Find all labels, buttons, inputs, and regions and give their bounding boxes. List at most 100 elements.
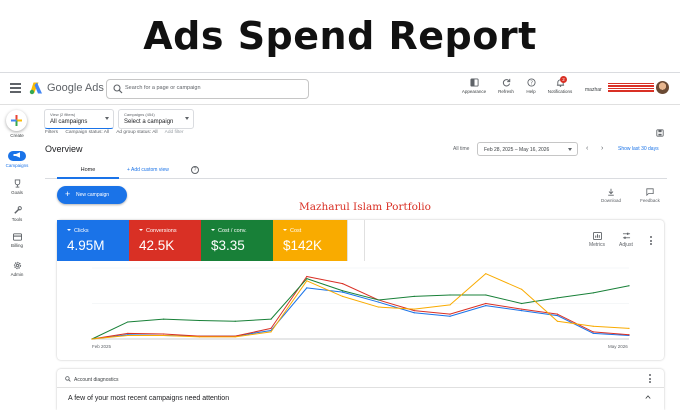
rail-item-goals[interactable]: Goals	[0, 179, 34, 195]
data-point	[628, 334, 630, 336]
portfolio-watermark-text: Mazharul Islam Portfolio	[299, 201, 431, 213]
metrics-icon	[592, 232, 602, 240]
data-point	[521, 288, 523, 290]
wrench-icon	[13, 206, 22, 214]
rail-item-campaigns[interactable]: Campaigns	[0, 151, 34, 168]
help-label: Help	[526, 89, 536, 94]
data-point	[270, 318, 272, 320]
metrics-button[interactable]: Metrics	[584, 232, 610, 248]
search-input[interactable]: Search for a page or campaign	[125, 85, 201, 91]
new-campaign-label: New campaign	[76, 192, 110, 198]
view-picker-value: All campaigns	[50, 119, 88, 125]
data-point	[449, 304, 451, 306]
data-point	[306, 278, 308, 280]
rail-item-label: Campaigns	[5, 163, 29, 168]
view-picker[interactable]: View (2 filters) All campaigns	[44, 109, 114, 129]
rail-item-billing[interactable]: Billing	[0, 233, 34, 248]
campaign-picker-value: Select a campaign	[124, 119, 174, 125]
avatar[interactable]	[656, 81, 669, 94]
rail-item-admin[interactable]: Admin	[0, 261, 34, 277]
download-label: Download	[600, 198, 621, 203]
help-icon: ?	[526, 78, 536, 87]
next-period-icon[interactable]: ›	[601, 145, 604, 152]
campaign-picker[interactable]: Campaigns (454) Select a campaign	[118, 109, 194, 129]
notification-count-badge: 2	[560, 76, 567, 83]
search-box[interactable]: Search for a page or campaign	[106, 79, 309, 99]
new-campaign-button[interactable]: + New campaign	[57, 186, 127, 204]
appearance-button[interactable]: Appearance	[458, 78, 490, 94]
diagnostics-more-icon[interactable]	[649, 374, 652, 385]
data-point	[377, 299, 379, 301]
feedback-icon	[646, 188, 654, 196]
campaign-picker-label: Campaigns (454)	[124, 112, 155, 117]
metric-label: Cost	[283, 228, 301, 234]
data-point	[127, 321, 129, 323]
data-point	[342, 291, 344, 293]
save-icon[interactable]	[656, 129, 664, 137]
redaction-scribble	[608, 83, 654, 92]
rail-item-label: Tools	[11, 217, 23, 222]
account-name[interactable]: mazhar	[585, 87, 602, 93]
report-banner: Ads Spend Report	[0, 0, 680, 72]
rail-item-tools[interactable]: Tools	[0, 206, 34, 222]
report-title: Ads Spend Report	[143, 14, 537, 58]
diagnostics-title: Account diagnostics	[74, 377, 119, 383]
data-point	[521, 302, 523, 305]
add-filter-link[interactable]: Add filter	[164, 130, 184, 135]
create-button[interactable]	[6, 110, 27, 131]
date-range-picker[interactable]: Feb 28, 2025 – May 16, 2026	[477, 142, 578, 156]
performance-line-chart	[91, 267, 630, 340]
filter-chip-campaign-status[interactable]: Campaign status: All	[65, 130, 110, 135]
trophy-icon	[14, 179, 20, 188]
previous-period-icon[interactable]: ‹	[586, 145, 589, 152]
date-preset-label: All time	[453, 146, 470, 152]
diagnostics-message: A few of your most recent campaigns need…	[68, 395, 230, 402]
help-circle-icon[interactable]: ?	[191, 166, 199, 174]
refresh-button[interactable]: Refresh	[494, 78, 518, 94]
tab-home[interactable]: Home	[57, 163, 119, 179]
empty-metric-slot[interactable]	[347, 220, 365, 261]
adjust-button[interactable]: Adjust	[614, 232, 638, 248]
download-button[interactable]: Download	[597, 188, 625, 203]
diagnostics-header: Account diagnostics	[65, 376, 118, 383]
add-custom-view-link[interactable]: + Add custom view	[127, 167, 169, 173]
chevron-down-icon	[185, 117, 189, 120]
data-point	[270, 331, 272, 333]
data-point	[163, 333, 165, 335]
data-point	[449, 313, 451, 315]
chevron-up-icon[interactable]	[645, 394, 651, 400]
menu-icon[interactable]	[10, 83, 21, 93]
feedback-label: Feedback	[640, 198, 660, 203]
metric-value: $3.35	[211, 238, 245, 253]
filter-chip-ad-group-status[interactable]: Ad group status: All	[116, 130, 158, 135]
data-point	[592, 292, 594, 294]
credit-card-icon	[12, 233, 22, 241]
metric-label: Clicks	[67, 228, 89, 234]
help-button[interactable]: ? Help	[522, 78, 540, 94]
data-point	[628, 327, 630, 329]
data-point	[556, 297, 558, 299]
page-title: Overview	[45, 144, 83, 154]
notifications-label: Notifications	[547, 89, 573, 94]
data-point	[521, 310, 523, 312]
data-point	[449, 294, 451, 296]
metric-tile-conversions[interactable]: Conversions 42.5K	[129, 220, 201, 261]
rail-item-label: Admin	[10, 272, 24, 277]
chevron-down-icon	[105, 117, 109, 120]
adjust-label: Adjust	[619, 242, 633, 248]
feedback-button[interactable]: Feedback	[636, 188, 664, 203]
data-point	[413, 295, 415, 297]
metric-tile-clicks[interactable]: Clicks 4.95M	[57, 220, 129, 261]
data-point	[413, 312, 415, 314]
data-point	[592, 331, 594, 333]
metric-tile-cost[interactable]: Cost $142K	[273, 220, 347, 261]
data-point	[592, 325, 594, 327]
metric-tile-cost-per-conversion[interactable]: Cost / conv. $3.35	[201, 220, 273, 261]
more-options-icon[interactable]	[650, 236, 653, 247]
plus-icon	[11, 115, 22, 126]
metric-label: Conversions	[139, 228, 177, 234]
show-last-30-days-link[interactable]: Show last 30 days	[618, 146, 659, 152]
data-point	[127, 332, 129, 334]
data-point	[198, 336, 200, 338]
data-point	[342, 295, 344, 297]
